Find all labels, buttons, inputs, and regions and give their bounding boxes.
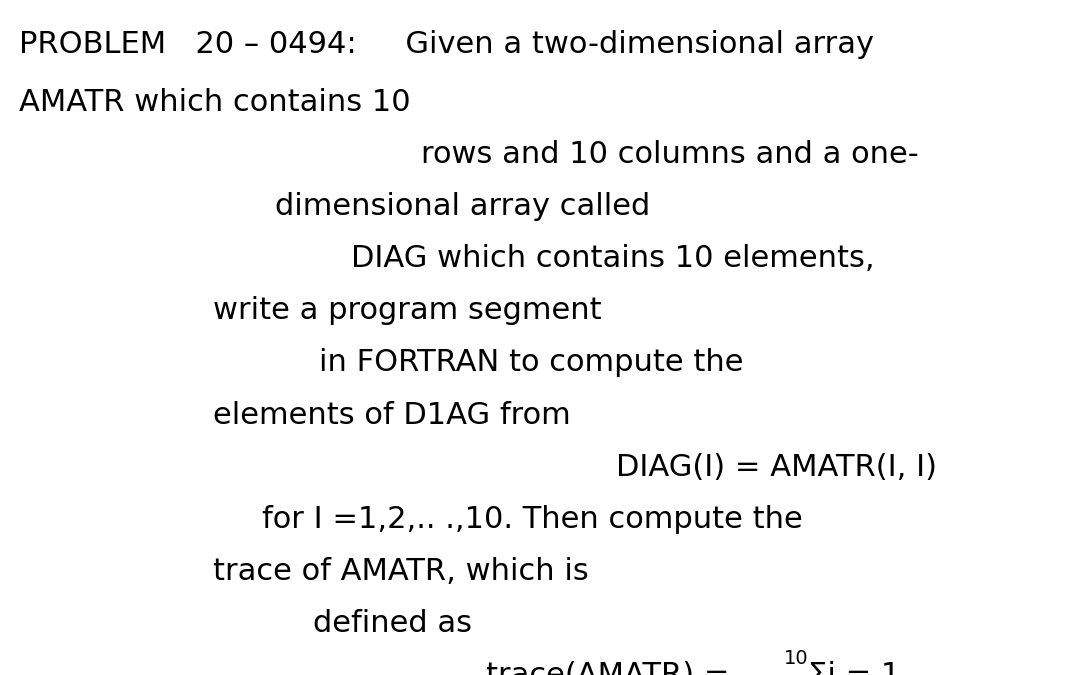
- Text: DIAG which contains 10 elements,: DIAG which contains 10 elements,: [351, 244, 875, 273]
- Text: trace of AMATR, which is: trace of AMATR, which is: [213, 557, 589, 586]
- Text: PROBLEM   20 – 0494:     Given a two-dimensional array: PROBLEM 20 – 0494: Given a two-dimension…: [19, 30, 875, 59]
- Text: elements of D1AG from: elements of D1AG from: [213, 401, 570, 430]
- Text: AMATR which contains 10: AMATR which contains 10: [19, 88, 411, 117]
- Text: dimensional array called: dimensional array called: [275, 192, 650, 221]
- Text: defined as: defined as: [313, 609, 472, 638]
- Text: for I =1,2,.. .,10. Then compute the: for I =1,2,.. .,10. Then compute the: [262, 505, 804, 534]
- Text: DIAG(I) = AMATR(I, I): DIAG(I) = AMATR(I, I): [616, 453, 936, 482]
- Text: in FORTRAN to compute the: in FORTRAN to compute the: [319, 348, 743, 377]
- Text: 10: 10: [784, 649, 809, 668]
- Text: Σi = 1: Σi = 1: [808, 661, 901, 675]
- Text: rows and 10 columns and a one-: rows and 10 columns and a one-: [421, 140, 919, 169]
- Text: trace(AMATR) =: trace(AMATR) =: [486, 661, 739, 675]
- Text: write a program segment: write a program segment: [213, 296, 602, 325]
